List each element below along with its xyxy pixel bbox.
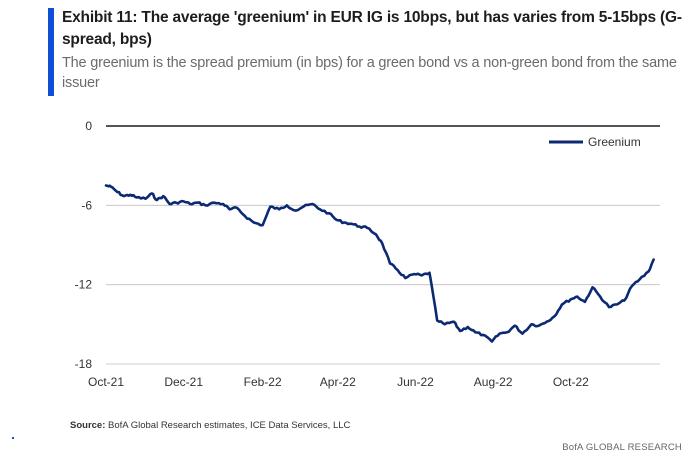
x-tick-label: Oct-21 [88,375,124,389]
series-line-greenium [104,184,655,343]
y-tick-label: 0 [85,119,92,133]
source-label: Source: [70,420,106,431]
corner-marker [12,437,14,439]
source-note: Source: BofA Global Research estimates, … [70,420,350,431]
x-tick-label: Oct-22 [553,375,589,389]
y-axis: 0 -6 -12 -18 [75,119,93,371]
y-tick-label: -12 [75,278,93,292]
gridlines [106,125,660,365]
x-tick-label: Aug-22 [474,375,513,389]
x-tick-label: Jun-22 [397,375,434,389]
x-axis: Oct-21 Dec-21 Feb-22 Apr-22 Jun-22 Aug-22 Oct-… [88,375,589,389]
title-accent-bar [48,8,54,96]
x-tick-label: Feb-22 [244,375,282,389]
brand-label: BofA GLOBAL RESEARCH [562,442,682,453]
y-tick-label: -18 [75,357,93,371]
x-tick-label: Apr-22 [320,375,356,389]
series-layer [104,184,655,343]
y-tick-label: -6 [81,198,92,212]
legend: Greenium [549,135,641,149]
source-text: BofA Global Research estimates, ICE Data… [105,420,351,431]
chart-title: Exhibit 11: The average 'greenium' in EU… [62,9,682,48]
chart-subtitle: The greenium is the spread premium (in b… [62,55,677,91]
x-tick-label: Dec-21 [164,375,203,389]
legend-label-greenium: Greenium [588,135,641,149]
